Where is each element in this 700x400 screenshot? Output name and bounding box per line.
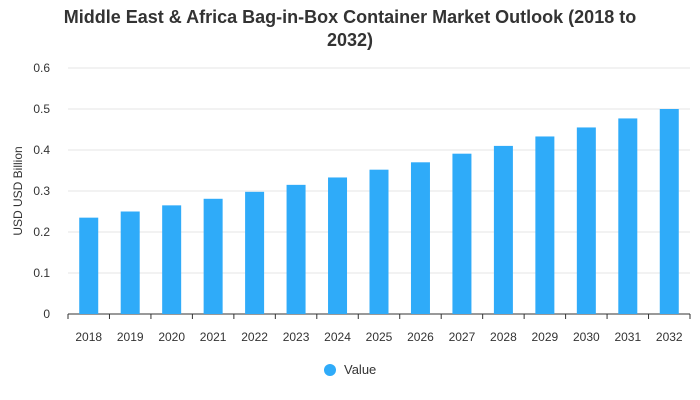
- bar-2028[interactable]: [493, 145, 513, 314]
- x-tick-label: 2024: [324, 330, 351, 344]
- y-tick-label: 0.1: [33, 266, 50, 280]
- y-tick-label: 0.5: [33, 102, 50, 116]
- x-tick-label: 2025: [366, 330, 393, 344]
- bars: [79, 109, 679, 315]
- y-tick-label: 0.2: [33, 225, 50, 239]
- y-tick-label: 0: [43, 307, 50, 321]
- x-tick-label: 2032: [656, 330, 683, 344]
- x-tick-label: 2028: [490, 330, 517, 344]
- x-tick-label: 2023: [283, 330, 310, 344]
- y-axis-ticks: 0 0.1 0.2 0.3 0.4 0.5 0.6: [33, 61, 50, 321]
- bar-2031[interactable]: [618, 118, 638, 315]
- y-tick-label: 0.4: [33, 143, 50, 157]
- x-tick-label: 2018: [75, 330, 102, 344]
- bar-2022[interactable]: [245, 191, 265, 314]
- x-tick-label: 2020: [158, 330, 185, 344]
- x-tick-label: 2029: [532, 330, 559, 344]
- bar-2029[interactable]: [535, 136, 555, 314]
- x-axis-ticks: 2018 2019 2020 2021 2022 2023 2024 2025 2026 2027…: [67, 314, 691, 344]
- bar-2032[interactable]: [659, 109, 679, 314]
- y-tick-label: 0.6: [33, 61, 50, 75]
- legend-marker-value: [324, 364, 336, 376]
- x-tick-label: 2030: [573, 330, 600, 344]
- x-tick-label: 2031: [614, 330, 641, 344]
- bar-2024[interactable]: [328, 177, 348, 314]
- x-tick-label: 2021: [200, 330, 227, 344]
- chart-title-line-2: 2032): [326, 30, 374, 50]
- x-tick-label: 2019: [117, 330, 144, 344]
- y-tick-label: 0.3: [33, 184, 50, 198]
- legend-label-value: Value: [344, 362, 376, 377]
- bar-2030[interactable]: [576, 127, 596, 314]
- bar-2020[interactable]: [162, 205, 182, 314]
- chart-title-line-1: Middle East & Africa Bag-in-Box Containe…: [63, 7, 637, 27]
- bar-2027[interactable]: [452, 153, 472, 314]
- x-tick-label: 2022: [241, 330, 268, 344]
- chart-title: Middle East & Africa Bag-in-Box Containe…: [0, 6, 700, 52]
- x-tick-label: 2026: [407, 330, 434, 344]
- bar-2026[interactable]: [410, 162, 430, 314]
- x-tick-label: 2027: [449, 330, 476, 344]
- bar-2021[interactable]: [203, 198, 223, 314]
- bar-2019[interactable]: [120, 211, 140, 315]
- y-axis-label: USD USD Billion: [11, 146, 25, 235]
- bar-2023[interactable]: [286, 184, 306, 314]
- legend[interactable]: Value: [324, 362, 376, 377]
- bar-2025[interactable]: [369, 169, 389, 314]
- bar-2018[interactable]: [79, 217, 99, 314]
